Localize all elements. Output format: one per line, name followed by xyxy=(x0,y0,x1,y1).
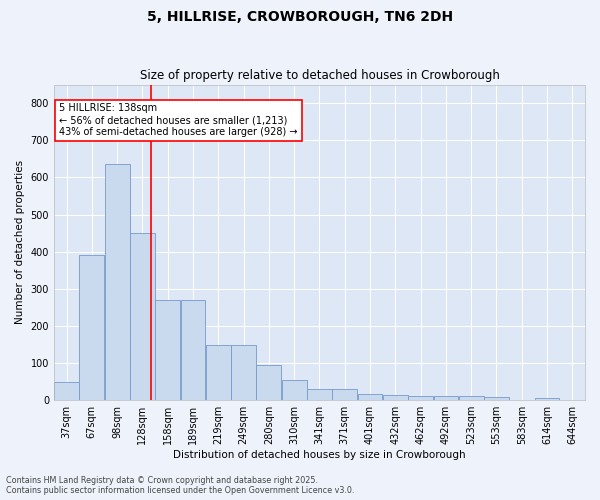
Bar xyxy=(231,344,256,400)
Bar xyxy=(105,164,130,400)
Bar xyxy=(155,300,180,400)
Bar xyxy=(434,396,458,400)
Bar xyxy=(307,389,332,400)
Bar xyxy=(54,382,79,400)
Text: 5 HILLRISE: 138sqm
← 56% of detached houses are smaller (1,213)
43% of semi-deta: 5 HILLRISE: 138sqm ← 56% of detached hou… xyxy=(59,104,298,136)
Bar xyxy=(358,394,382,400)
Bar xyxy=(256,365,281,400)
Bar xyxy=(408,396,433,400)
Bar xyxy=(79,256,104,400)
Bar xyxy=(459,396,484,400)
Text: Contains HM Land Registry data © Crown copyright and database right 2025.
Contai: Contains HM Land Registry data © Crown c… xyxy=(6,476,355,495)
Bar xyxy=(282,380,307,400)
Title: Size of property relative to detached houses in Crowborough: Size of property relative to detached ho… xyxy=(140,69,499,82)
Text: 5, HILLRISE, CROWBOROUGH, TN6 2DH: 5, HILLRISE, CROWBOROUGH, TN6 2DH xyxy=(147,10,453,24)
Bar xyxy=(484,397,509,400)
X-axis label: Distribution of detached houses by size in Crowborough: Distribution of detached houses by size … xyxy=(173,450,466,460)
Bar xyxy=(130,233,155,400)
Y-axis label: Number of detached properties: Number of detached properties xyxy=(15,160,25,324)
Bar xyxy=(206,344,230,400)
Bar xyxy=(383,394,408,400)
Bar xyxy=(181,300,205,400)
Bar xyxy=(332,389,357,400)
Bar xyxy=(535,398,559,400)
